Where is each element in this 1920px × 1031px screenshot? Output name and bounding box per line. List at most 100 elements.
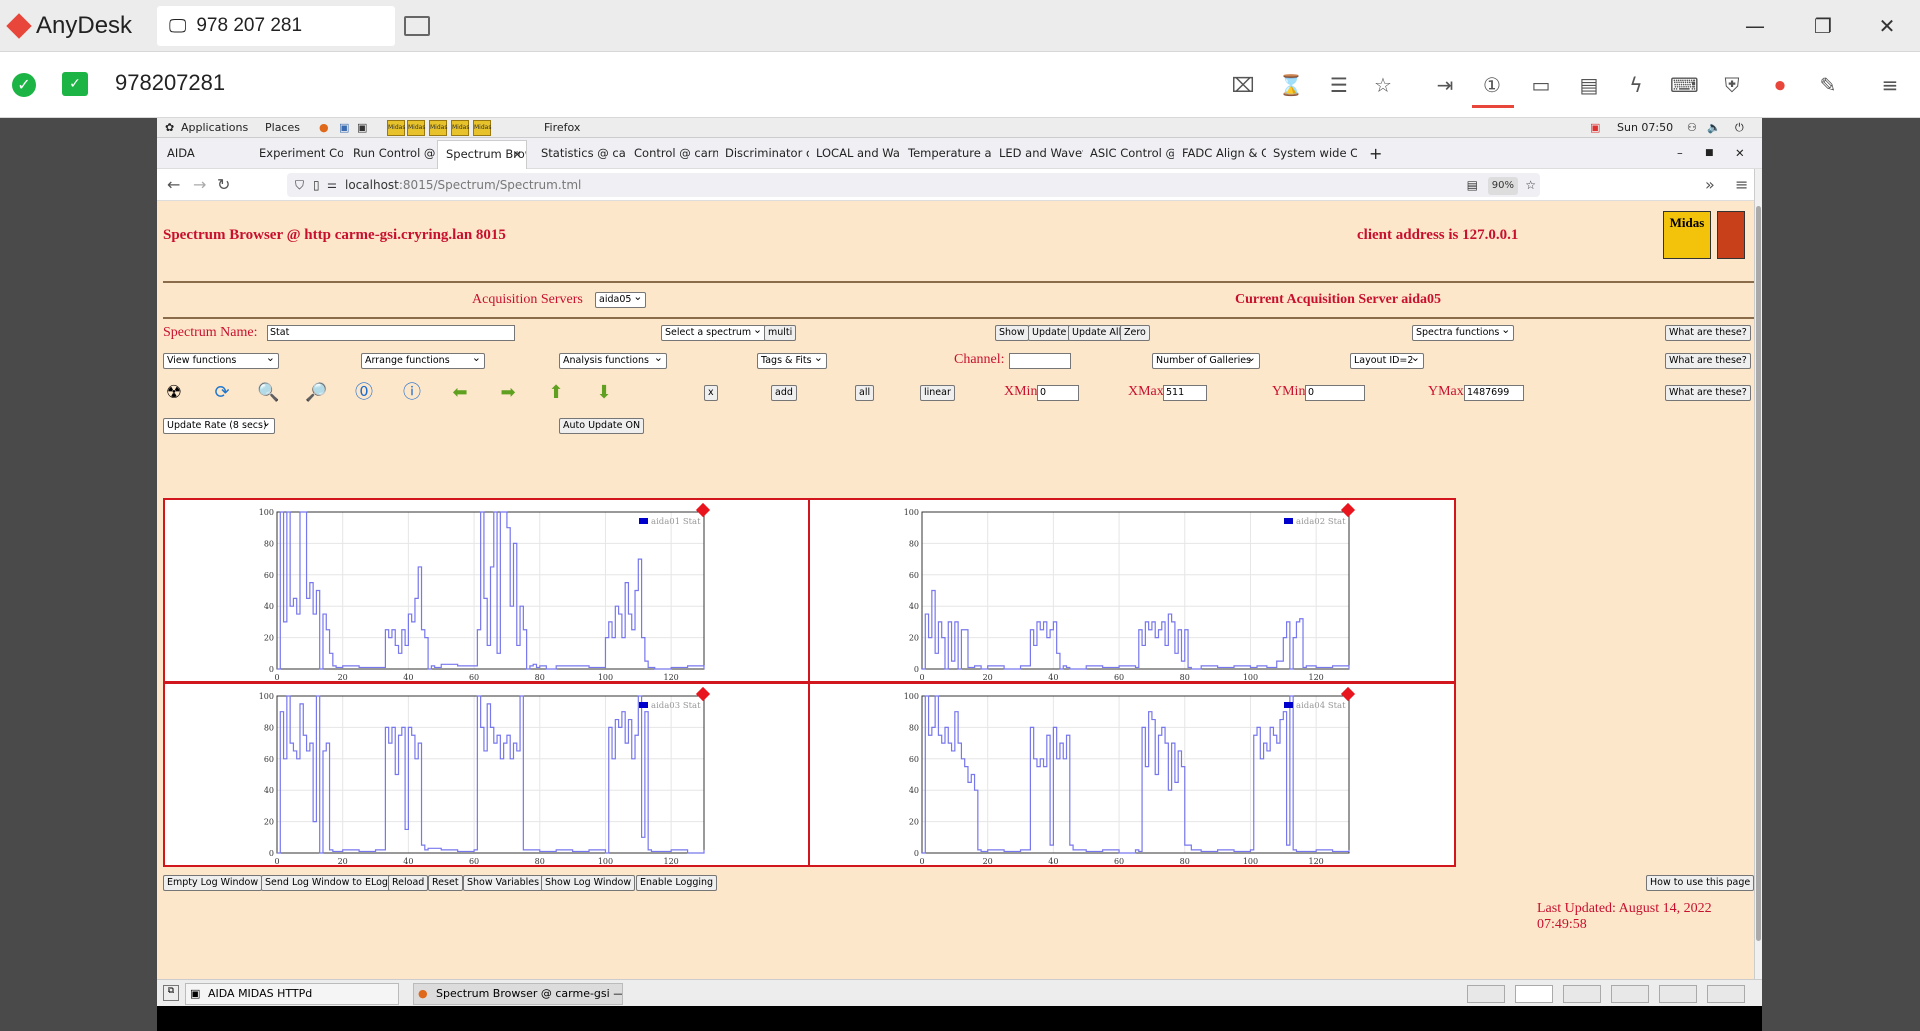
database-icon[interactable]: ☰ — [1330, 73, 1348, 97]
layout-select[interactable]: Layout ID=2 — [1350, 351, 1424, 369]
firefox-launcher-icon[interactable]: ● — [319, 121, 329, 134]
view-functions-select[interactable]: View functions — [163, 351, 279, 369]
show-button[interactable]: Show — [995, 325, 1029, 341]
display-icon[interactable]: ▭ — [1531, 73, 1551, 97]
files-launcher-icon[interactable]: ▣ — [339, 121, 350, 134]
anydesk-session-tab[interactable]: 🖵 978 207 281 — [157, 6, 395, 46]
midas-launcher-icon[interactable]: Midas — [407, 120, 425, 136]
zoom-indicator[interactable]: 90% — [1487, 177, 1518, 195]
remote-desktop[interactable]: ✿ Applications Places ● ▣ ▣ Midas Midas … — [157, 118, 1762, 1031]
arrow-left-icon[interactable]: ⬅ — [452, 382, 468, 402]
menu-icon[interactable]: ≡ — [1881, 73, 1899, 97]
browser-tab[interactable]: Discriminator con — [725, 146, 809, 160]
browser-tab[interactable]: Experiment Contr — [259, 146, 343, 160]
all-button[interactable]: all — [855, 385, 875, 401]
workspace-5[interactable] — [1659, 985, 1697, 1003]
plot-cell-aida01[interactable]: 0 20 40 60 80 100 120 0 20 40 60 80 100 aida01 Stat — [163, 498, 811, 683]
number-of-galleries-select[interactable]: Number of Galleries — [1152, 351, 1260, 369]
send-log-to-elog-button[interactable]: Send Log Window to ELog — [261, 875, 392, 891]
file-transfer-icon[interactable]: ⇥ — [1436, 73, 1454, 97]
select-spectrum-select[interactable]: Select a spectrum — [661, 323, 767, 341]
workspace-4[interactable] — [1611, 985, 1649, 1003]
plot-cell-aida03[interactable]: 0 20 40 60 80 100 120 0 20 40 60 80 100 aida03 Stat — [163, 682, 811, 867]
xmax-input[interactable]: 511 — [1163, 385, 1207, 401]
channel-input[interactable] — [1009, 353, 1071, 369]
add-button[interactable]: add — [771, 385, 797, 401]
browser-tab[interactable]: System wide Che — [1273, 146, 1357, 160]
ff-menu-icon[interactable]: ≡ — [1735, 175, 1749, 194]
reload-icon[interactable]: ↻ — [217, 175, 231, 194]
browser-tab[interactable]: ASIC Control @ c — [1090, 146, 1174, 160]
privacy-icon[interactable]: ⌧ — [1231, 73, 1255, 97]
taskbar-item-firefox[interactable]: ● Spectrum Browser @ carme-gsi — ... — [413, 983, 623, 1005]
apps-menu-icon[interactable]: ✿ — [165, 121, 175, 134]
plot-cell-aida04[interactable]: 0 20 40 60 80 100 120 0 20 40 60 80 100 aida04 Stat — [808, 682, 1456, 867]
ff-close-icon[interactable]: ✕ — [1735, 146, 1745, 160]
refresh-icon[interactable]: ⟳ — [214, 382, 230, 402]
shield-icon[interactable]: ⛉ — [295, 178, 305, 192]
chat-icon[interactable]: ▤ — [1579, 73, 1599, 97]
workspace-3[interactable] — [1563, 985, 1601, 1003]
close-icon[interactable]: ✕ — [1878, 14, 1896, 38]
browser-tab[interactable]: Temperature and — [908, 146, 992, 160]
bookmark-star-icon[interactable]: ☆ — [1525, 178, 1536, 192]
browser-tab[interactable]: Run Control @ ca — [353, 146, 435, 160]
applications-menu[interactable]: Applications — [181, 121, 249, 134]
update-button[interactable]: Update — [1028, 325, 1071, 341]
enable-logging-button[interactable]: Enable Logging — [636, 875, 718, 891]
browser-tab[interactable]: AIDA — [167, 146, 195, 160]
permissions-icon[interactable]: ⚌ — [327, 178, 337, 191]
spectrum-name-input[interactable]: Stat — [267, 325, 515, 341]
places-menu[interactable]: Places — [265, 121, 300, 134]
arrow-right-icon[interactable]: ➡ — [500, 382, 516, 402]
back-icon[interactable]: ← — [167, 175, 181, 194]
workspace-2[interactable] — [1515, 985, 1553, 1003]
overflow-icon[interactable]: » — [1705, 175, 1715, 194]
ff-minimize-icon[interactable]: – — [1677, 146, 1683, 160]
what-are-these-button[interactable]: What are these? — [1665, 385, 1751, 401]
show-log-window-button[interactable]: Show Log Window — [541, 875, 636, 891]
how-to-use-button[interactable]: How to use this page — [1646, 875, 1755, 891]
info-up-icon[interactable]: ⓘ — [403, 382, 421, 402]
restore-icon[interactable]: ❐ — [1814, 14, 1832, 38]
plot-cell-aida02[interactable]: 0 20 40 60 80 100 120 0 20 40 60 80 100 aida02 Stat — [808, 498, 1456, 683]
update-rate-select[interactable]: Update Rate (8 secs) — [163, 416, 275, 434]
terminal-launcher-icon[interactable]: ▣ — [357, 121, 368, 134]
new-tab-icon[interactable]: + — [1369, 144, 1381, 163]
monitor-1-icon[interactable]: ① — [1483, 73, 1501, 97]
midas-launcher-icon[interactable]: Midas — [387, 120, 405, 136]
network-icon[interactable]: ⚇ — [1687, 121, 1697, 134]
info-down-icon[interactable]: ⓪ — [355, 382, 373, 402]
tags-fits-select[interactable]: Tags & Fits — [757, 351, 827, 369]
keyboard-icon[interactable]: ⌨ — [1670, 73, 1699, 97]
reader-mode-icon[interactable]: ▤ — [1466, 178, 1478, 192]
draw-icon[interactable]: ✎ — [1819, 73, 1837, 97]
what-are-these-button[interactable]: What are these? — [1665, 325, 1751, 341]
what-are-these-button[interactable]: What are these? — [1665, 353, 1751, 369]
workspace-1[interactable] — [1467, 985, 1505, 1003]
power-icon[interactable]: ⏻ — [1735, 121, 1744, 134]
tab-close-icon[interactable]: × — [512, 147, 522, 161]
linear-button[interactable]: linear — [920, 385, 955, 401]
hourglass-icon[interactable]: ⌛ — [1278, 73, 1304, 97]
update-all-button[interactable]: Update All — [1068, 325, 1126, 341]
volume-icon[interactable]: 🔈 — [1707, 121, 1721, 134]
midas-launcher-icon[interactable]: Midas — [451, 120, 469, 136]
browser-tab[interactable]: LOCAL and Wave — [816, 146, 900, 160]
spectra-functions-select[interactable]: Spectra functions — [1412, 323, 1515, 341]
arrange-functions-select[interactable]: Arrange functions — [361, 351, 485, 369]
radiation-icon[interactable]: ☢ — [165, 382, 183, 402]
zoom-in-icon[interactable]: 🔍 — [257, 382, 280, 402]
browser-tab[interactable]: Control @ carme — [634, 146, 718, 160]
arrow-down-icon[interactable]: ⬇ — [596, 382, 612, 402]
arrow-up-icon[interactable]: ⬆ — [548, 382, 564, 402]
x-button[interactable]: x — [704, 385, 718, 401]
workspace-6[interactable] — [1707, 985, 1745, 1003]
show-desktop-icon[interactable]: ⧉ — [163, 985, 179, 1001]
zero-button[interactable]: Zero — [1120, 325, 1150, 341]
new-session-icon[interactable] — [404, 16, 430, 36]
forward-icon[interactable]: → — [193, 175, 207, 194]
multi-button[interactable]: multi — [764, 325, 797, 341]
record-icon[interactable]: ⏺ — [1775, 73, 1785, 97]
minimize-icon[interactable]: — — [1745, 14, 1765, 38]
